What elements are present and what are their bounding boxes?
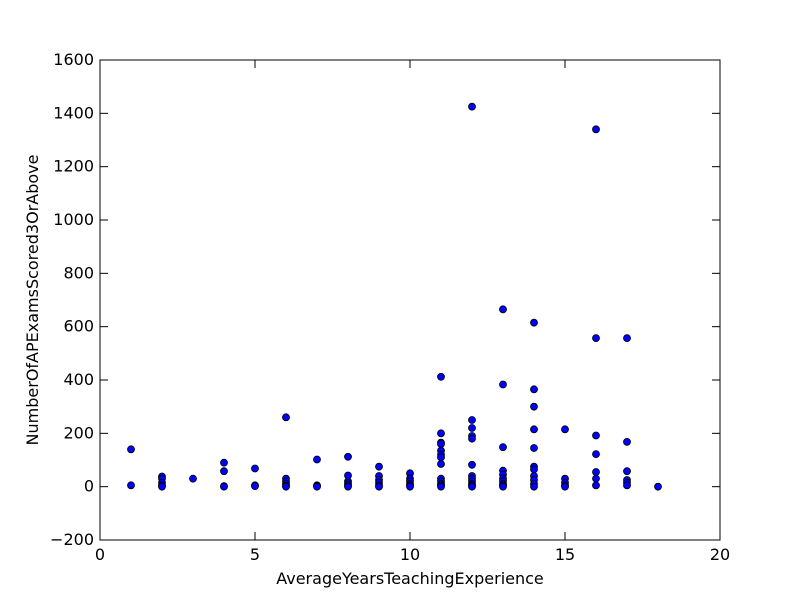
y-tick-label: 800	[63, 263, 94, 282]
y-tick-label: 600	[63, 317, 94, 336]
data-point	[468, 434, 476, 443]
data-point	[220, 458, 228, 467]
data-point	[437, 372, 445, 381]
data-point	[375, 482, 383, 491]
data-points	[127, 102, 662, 491]
data-point	[530, 465, 538, 474]
data-point	[530, 402, 538, 411]
y-tick-label: −200	[50, 530, 94, 549]
axis-ticks	[99, 59, 721, 541]
y-tick-label: 1200	[53, 157, 94, 176]
data-point	[251, 464, 259, 473]
data-point	[468, 416, 476, 424]
y-tick-label: 1400	[53, 103, 94, 122]
data-point	[592, 450, 600, 459]
y-axis-label: NumberOfAPExamsScored3OrAbove	[23, 155, 42, 446]
data-point	[251, 482, 259, 491]
data-point	[375, 462, 383, 471]
y-tick-label: 400	[63, 370, 94, 389]
data-point	[220, 467, 228, 476]
x-tick-label: 0	[95, 545, 105, 564]
data-point	[499, 380, 507, 389]
plot-area	[99, 59, 721, 541]
data-point	[344, 452, 352, 461]
data-point	[592, 431, 600, 440]
data-point	[437, 453, 445, 462]
x-axis-label: AverageYearsTeachingExperience	[276, 569, 544, 588]
data-point	[592, 334, 600, 343]
data-point	[592, 481, 600, 490]
x-tick-label: 20	[710, 545, 730, 564]
data-point	[530, 318, 538, 327]
data-point	[437, 440, 445, 448]
data-point	[592, 125, 600, 134]
data-point	[282, 482, 290, 491]
data-point	[282, 413, 290, 422]
data-point	[623, 334, 631, 343]
data-point	[468, 102, 476, 111]
data-point	[313, 455, 321, 464]
data-point	[499, 482, 507, 491]
data-point	[561, 482, 569, 491]
data-point	[127, 445, 135, 454]
data-point	[127, 481, 135, 490]
y-tick-label: 1600	[53, 50, 94, 69]
data-point	[468, 482, 476, 491]
data-point	[623, 467, 631, 476]
data-point	[468, 460, 476, 469]
data-point	[530, 444, 538, 452]
data-point	[530, 482, 538, 491]
data-point	[623, 437, 631, 446]
data-point	[499, 305, 507, 314]
data-point	[561, 425, 569, 434]
axis-tick-labels: 0 5 10 15 20−2000200400600800100012001400160…	[50, 50, 730, 564]
data-point	[437, 429, 445, 438]
y-tick-label: 0	[84, 477, 94, 496]
x-tick-label: 15	[555, 545, 575, 564]
data-point	[437, 482, 445, 491]
x-tick-label: 10	[400, 545, 420, 564]
data-point	[313, 482, 321, 491]
data-point	[654, 482, 662, 491]
data-point	[592, 474, 600, 483]
data-point	[437, 460, 445, 468]
x-tick-label: 5	[250, 545, 260, 564]
y-tick-label: 1000	[53, 210, 94, 229]
data-point	[344, 482, 352, 491]
data-point	[189, 474, 197, 483]
data-point	[592, 468, 600, 476]
data-point	[623, 481, 631, 490]
data-point	[220, 482, 228, 491]
y-tick-label: 200	[63, 423, 94, 442]
data-point	[499, 443, 507, 452]
data-point	[158, 482, 166, 491]
data-point	[530, 385, 538, 394]
data-point	[406, 482, 414, 491]
data-point	[468, 424, 476, 432]
data-point	[530, 425, 538, 434]
